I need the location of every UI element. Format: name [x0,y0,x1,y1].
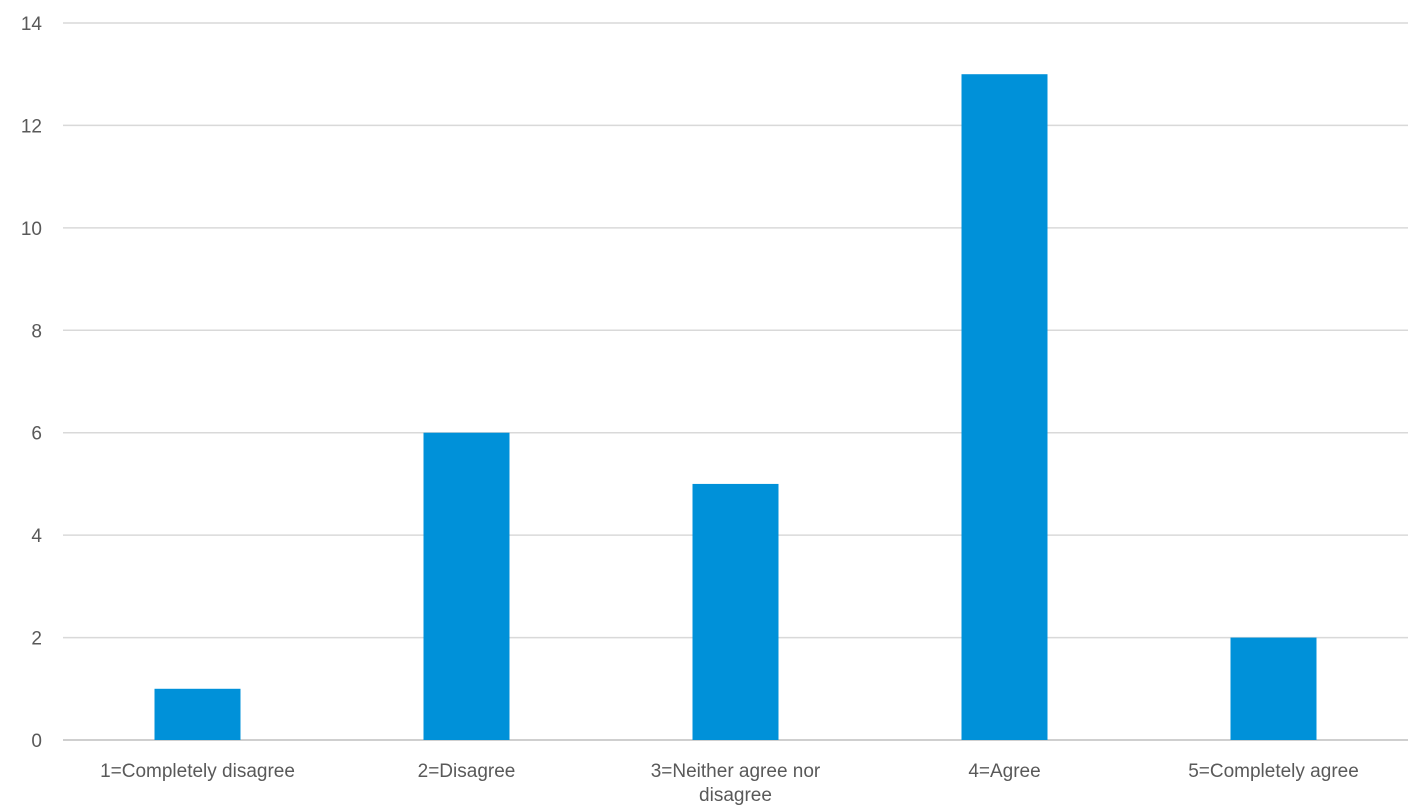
x-category-label: 3=Neither agree nor [651,761,821,782]
bar [423,432,510,740]
bar [692,483,779,740]
bar [154,688,241,740]
y-tick-label: 10 [21,219,42,240]
y-tick-label: 6 [31,424,42,445]
y-tick-label: 14 [21,14,43,35]
x-axis-category-labels: 1=Completely disagree 2=Disagree 3=Neither… [100,761,1359,806]
bars [154,74,1317,740]
y-tick-label: 0 [31,731,42,752]
bar [1230,637,1317,740]
x-category-label: 2=Disagree [418,761,516,782]
y-axis-tick-labels: 0 2 4 6 8 10 12 14 [21,14,43,752]
y-tick-label: 4 [31,526,42,547]
y-tick-label: 2 [31,629,42,650]
x-category-label: 5=Completely agree [1188,761,1359,782]
x-category-label: 1=Completely disagree [100,761,295,782]
y-tick-label: 8 [31,321,42,342]
y-tick-label: 12 [21,116,42,137]
x-category-label: 4=Agree [968,761,1040,782]
bar [961,74,1048,740]
x-category-label: disagree [699,785,772,806]
